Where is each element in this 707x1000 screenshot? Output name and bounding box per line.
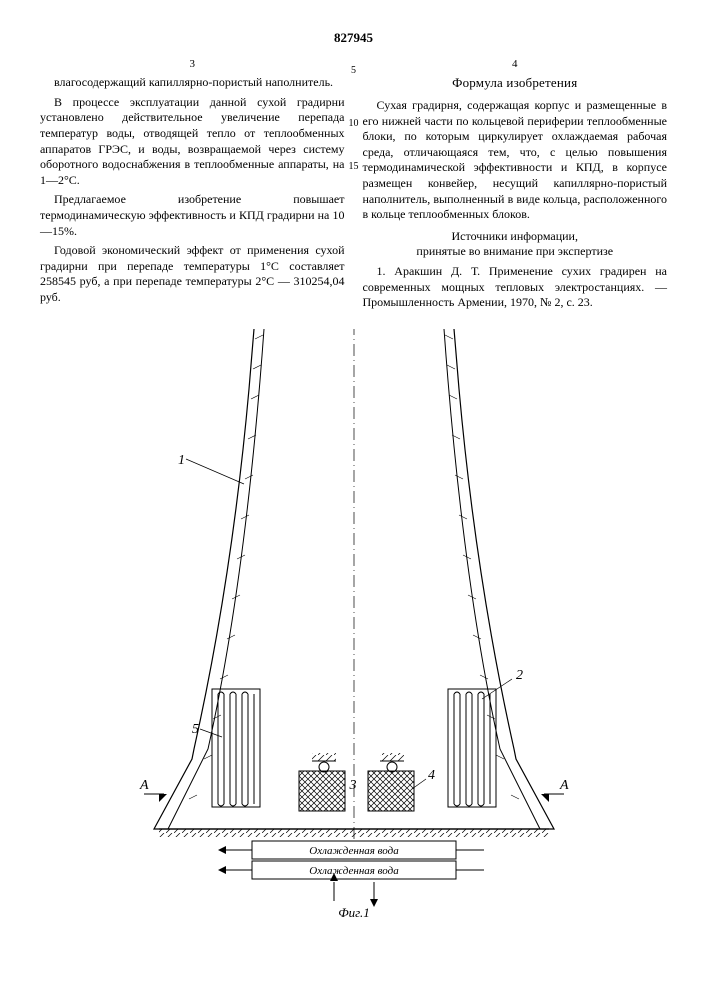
paragraph: влагосодержащий капиллярно-пористый напо… — [40, 75, 345, 91]
paragraph: Предлагаемое изобретение повышает термод… — [40, 192, 345, 239]
claim-text: Сухая градирня, содержащая корпус и разм… — [363, 98, 668, 223]
sources-subheading: принятые во внимание при экспертизе — [363, 244, 668, 260]
line-marker: 5 — [349, 64, 359, 77]
page: 827945 5 10 15 3 влагосодержащий капилля… — [0, 0, 707, 1000]
ref-3: 3 — [348, 778, 356, 793]
figure-1: 1 2 3 4 5 A A Охлажденная вода Охлажденн… — [40, 329, 667, 919]
sources-heading: Источники информации, — [363, 229, 668, 245]
paragraph: Годовой экономический эффект от применен… — [40, 243, 345, 305]
tower-diagram: 1 2 3 4 5 A A Охлажденная вода Охлажденн… — [134, 329, 574, 919]
water-label-2: Охлажденная вода — [309, 865, 399, 877]
right-column: 4 Формула изобретения Сухая градирня, со… — [363, 57, 668, 315]
figure-caption: Фиг.1 — [338, 905, 370, 919]
source-ref: 1. Аракшин Д. Т. Применение сухих градир… — [363, 264, 668, 311]
paragraph: В процессе эксплуатации данной сухой гра… — [40, 95, 345, 189]
left-column: 3 влагосодержащий капиллярно-пористый на… — [40, 57, 345, 315]
ref-4: 4 — [428, 768, 435, 783]
section-A-left: A — [139, 778, 149, 793]
line-markers: 5 10 15 — [349, 64, 359, 173]
ref-1: 1 — [178, 453, 185, 468]
water-label-1: Охлажденная вода — [309, 845, 399, 857]
col-page-num: 4 — [363, 57, 668, 71]
line-marker: 10 — [349, 117, 359, 130]
col-page-num: 3 — [40, 57, 345, 71]
section-A-right: A — [559, 778, 569, 793]
line-marker: 15 — [349, 160, 359, 173]
ref-2: 2 — [516, 668, 523, 683]
ref-5: 5 — [192, 722, 199, 737]
claims-title: Формула изобретения — [363, 75, 668, 92]
patent-number: 827945 — [40, 30, 667, 47]
